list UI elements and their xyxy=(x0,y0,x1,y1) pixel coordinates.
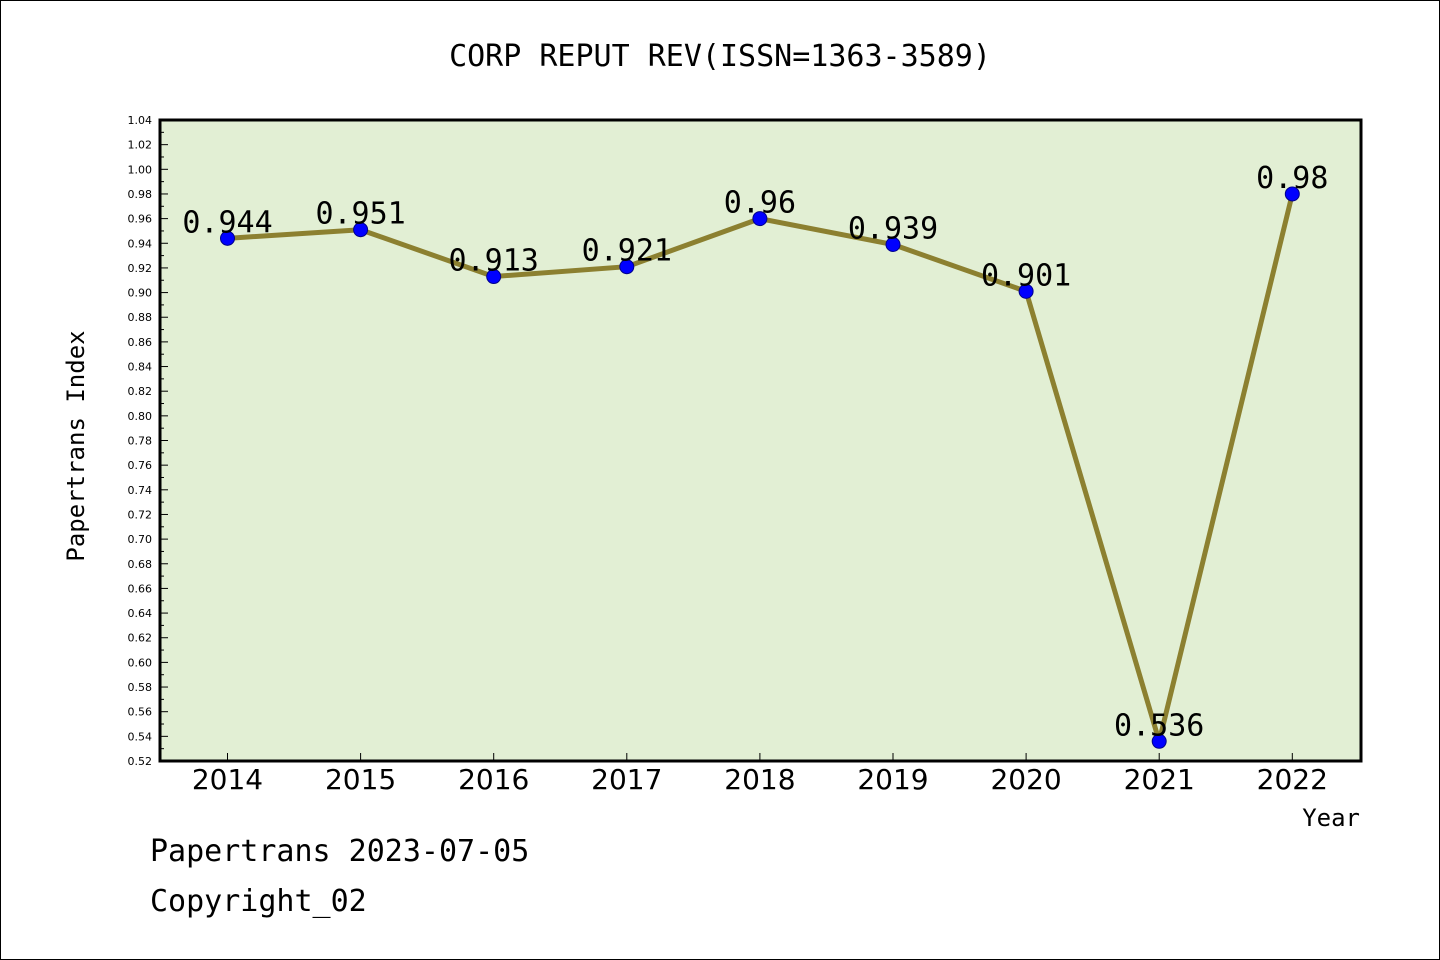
x-tick-label: 2019 xyxy=(857,763,928,796)
y-tick-label: 0.52 xyxy=(128,755,153,768)
footer-copyright: Copyright_02 xyxy=(150,884,367,919)
data-label: 0.921 xyxy=(582,234,672,269)
y-tick-label: 0.68 xyxy=(128,558,153,571)
data-label: 0.98 xyxy=(1256,161,1328,196)
data-label: 0.536 xyxy=(1114,708,1204,743)
y-tick-label: 0.72 xyxy=(128,508,153,521)
data-label: 0.96 xyxy=(724,186,796,221)
y-tick-label: 0.56 xyxy=(128,706,153,719)
y-tick-label: 0.62 xyxy=(128,632,153,645)
x-tick-label: 2015 xyxy=(325,763,396,796)
y-tick-label: 0.90 xyxy=(128,287,153,300)
y-tick-label: 0.66 xyxy=(128,582,153,595)
y-tick-label: 0.78 xyxy=(128,435,153,448)
x-tick-label: 2022 xyxy=(1257,763,1328,796)
y-tick-label: 0.86 xyxy=(128,336,153,349)
y-tick-label: 0.80 xyxy=(128,410,153,423)
chart-title: CORP REPUT REV(ISSN=1363-3589) xyxy=(449,39,991,74)
data-label: 0.913 xyxy=(449,244,539,279)
y-tick-label: 0.92 xyxy=(128,262,153,275)
y-tick-label: 0.94 xyxy=(128,237,153,250)
y-tick-label: 0.96 xyxy=(128,213,153,226)
y-tick-label: 0.82 xyxy=(128,385,153,398)
y-tick-label: 0.58 xyxy=(128,681,153,694)
y-tick-label: 0.76 xyxy=(128,459,153,472)
x-tick-label: 2016 xyxy=(458,763,529,796)
line-chart: CORP REPUT REV(ISSN=1363-3589) 0.52 0.54 0… xyxy=(0,0,1440,960)
y-tick-label: 1.04 xyxy=(128,114,153,127)
y-tick-label: 0.60 xyxy=(128,656,153,669)
x-tick-label: 2017 xyxy=(591,763,662,796)
x-tick-label: 2021 xyxy=(1124,763,1195,796)
data-label: 0.939 xyxy=(848,212,938,247)
data-label: 0.901 xyxy=(981,258,1071,293)
y-tick-label: 1.00 xyxy=(128,163,153,176)
y-axis-label: Papertrans Index xyxy=(62,330,90,561)
y-tick-label: 0.54 xyxy=(128,730,153,743)
x-tick-label: 2020 xyxy=(990,763,1061,796)
x-axis-label: Year xyxy=(1302,804,1360,832)
footer-date: Papertrans 2023-07-05 xyxy=(150,834,529,869)
y-tick-label: 0.70 xyxy=(128,533,153,546)
y-tick-label: 1.02 xyxy=(128,139,153,152)
y-tick-label: 0.74 xyxy=(128,484,153,497)
data-label: 0.951 xyxy=(315,197,405,232)
y-tick-label: 0.88 xyxy=(128,311,153,324)
x-tick-label: 2018 xyxy=(724,763,795,796)
y-tick-label: 0.64 xyxy=(128,607,153,620)
y-tick-label: 0.84 xyxy=(128,361,153,374)
x-tick-label: 2014 xyxy=(192,763,263,796)
data-label: 0.944 xyxy=(182,205,272,240)
y-tick-label: 0.98 xyxy=(128,188,153,201)
